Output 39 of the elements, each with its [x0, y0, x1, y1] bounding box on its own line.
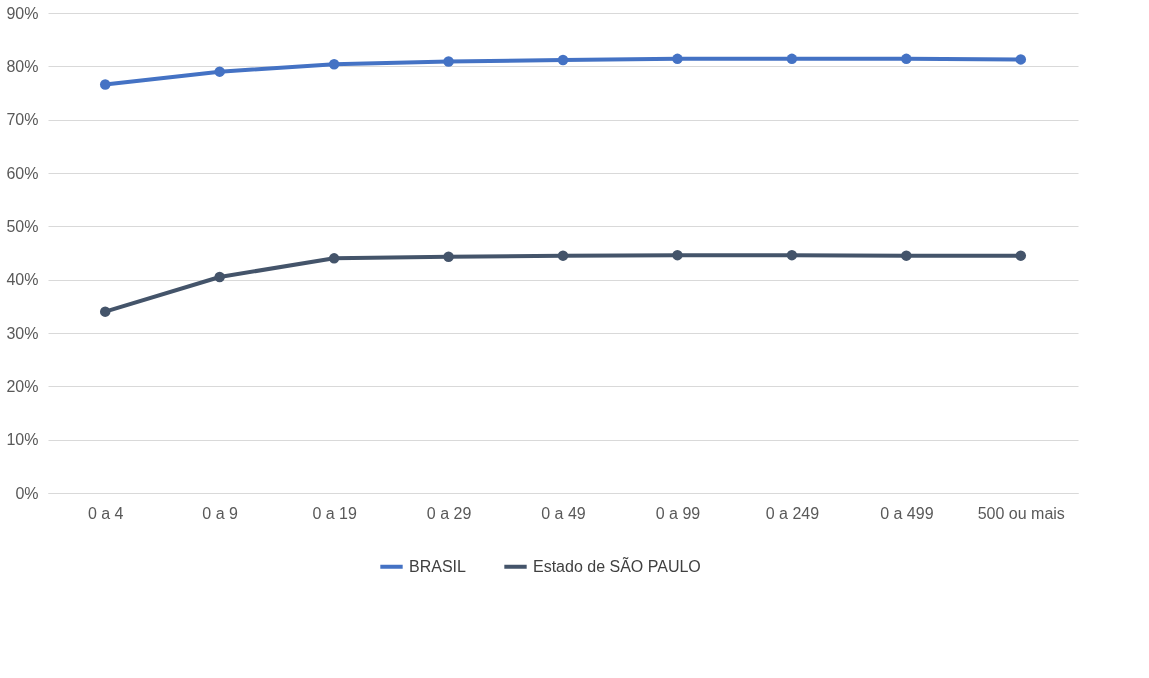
y-tick-label: 10% — [6, 431, 39, 449]
y-tick-label: 70% — [6, 111, 39, 129]
x-tick-label: 0 a 499 — [880, 504, 934, 522]
legend-label: BRASIL — [409, 557, 467, 575]
point — [786, 249, 798, 261]
point — [557, 54, 569, 66]
y-tick-label: 20% — [6, 377, 39, 395]
point — [1015, 250, 1027, 261]
point — [672, 53, 683, 65]
x-tick-label: 0 a 19 — [312, 504, 357, 522]
x-tick-label: 0 a 29 — [426, 504, 472, 522]
x-tick-label: 0 a 99 — [655, 504, 701, 522]
x-tick-label: 0 a 9 — [202, 504, 239, 522]
point — [901, 53, 912, 65]
legend-label: Estado de SÃO PAULO — [533, 555, 701, 575]
y-tick-label: 90% — [6, 4, 39, 22]
y-tick-label: 50% — [6, 217, 39, 235]
point — [1015, 54, 1027, 65]
point — [557, 250, 569, 261]
point — [99, 306, 111, 317]
y-tick-label: 0% — [15, 484, 39, 502]
y-tick-label: 40% — [6, 271, 39, 289]
y-tick-label: 60% — [6, 164, 39, 182]
point — [99, 79, 111, 90]
point — [443, 56, 454, 67]
point — [328, 253, 340, 264]
y-tick-label: 80% — [6, 57, 39, 75]
point — [328, 58, 340, 70]
x-tick-label: 0 a 49 — [541, 504, 586, 522]
point — [672, 249, 683, 261]
point — [786, 53, 798, 65]
x-tick-label: 0 a 249 — [765, 504, 820, 522]
point — [443, 251, 454, 262]
point — [214, 271, 225, 283]
x-tick-label: 500 ou mais — [977, 504, 1065, 522]
y-tick-label: 30% — [6, 324, 39, 342]
point — [214, 66, 225, 77]
x-tick-label: 0 a 4 — [87, 504, 124, 522]
point — [901, 250, 912, 261]
